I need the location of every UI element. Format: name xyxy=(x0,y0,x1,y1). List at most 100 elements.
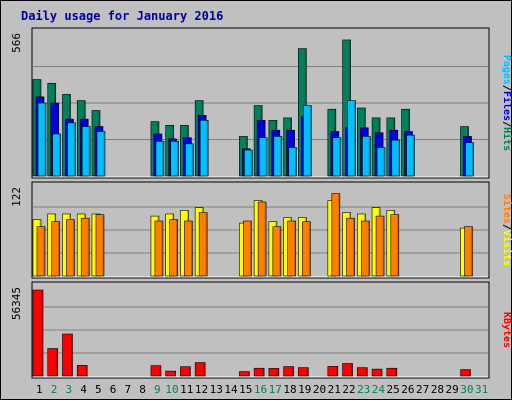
bar-pages-day-23 xyxy=(362,136,371,177)
bar-pages-day-22 xyxy=(347,100,356,177)
bar-shade xyxy=(206,120,208,176)
x-tick-label-3: 3 xyxy=(66,383,73,396)
bar-shade xyxy=(249,221,252,276)
bar-sites-day-11 xyxy=(184,220,193,277)
bar-pages-day-18 xyxy=(288,147,297,177)
bar-shade xyxy=(309,106,312,176)
x-tick-label-14: 14 xyxy=(224,383,238,396)
bar-shade xyxy=(177,141,179,176)
bar-pages-day-4 xyxy=(81,126,91,177)
x-tick-label-26: 26 xyxy=(401,383,414,396)
bar-kbytes-day-3 xyxy=(62,333,73,377)
panel-sites-visits: 122 Sites/Visits xyxy=(10,181,512,279)
bar-shade xyxy=(471,227,473,276)
bar-shade xyxy=(203,363,205,376)
bar-shade xyxy=(277,368,279,376)
bar-shade xyxy=(367,221,370,276)
bar-shade xyxy=(85,365,87,376)
bar-sites-day-15 xyxy=(243,220,252,277)
bar-pages-day-11 xyxy=(185,143,194,177)
bar-pages-day-15 xyxy=(244,149,253,177)
x-tick-label-7: 7 xyxy=(125,383,132,396)
x-tick-label-24: 24 xyxy=(372,383,386,396)
panel-kbytes: 56345 KBytes xyxy=(10,281,512,379)
bar-shade xyxy=(397,215,399,276)
bar-pages-day-25 xyxy=(391,139,401,177)
bar-kbytes-day-2 xyxy=(47,348,59,377)
bar-shade xyxy=(354,101,356,176)
bar-kbytes-day-18 xyxy=(283,366,294,377)
bar-shade xyxy=(306,368,309,376)
x-tick-label-8: 8 xyxy=(139,383,146,396)
bar-pages-day-10 xyxy=(170,141,179,177)
legend: Sites/Visits xyxy=(501,194,512,266)
bar-shade xyxy=(102,215,104,276)
x-tick-label-28: 28 xyxy=(431,383,444,396)
bar-shade xyxy=(294,221,296,276)
bar-shade xyxy=(174,371,176,376)
bar-shade xyxy=(44,103,46,176)
bar-shade xyxy=(292,367,294,376)
bar-sites-day-25 xyxy=(390,214,400,277)
legend: KBytes xyxy=(501,312,512,348)
bar-shade xyxy=(338,194,340,276)
bar-shade xyxy=(159,366,161,376)
bar-kbytes-day-25 xyxy=(386,367,398,377)
legend-: / xyxy=(501,224,512,230)
bar-shade xyxy=(161,221,163,276)
bar-shade xyxy=(264,202,266,276)
bar-pages-day-30 xyxy=(465,142,474,177)
bar-shade xyxy=(188,367,191,376)
bar-sites-day-24 xyxy=(375,215,385,277)
y-max-label: 122 xyxy=(10,187,23,207)
bar-shade xyxy=(176,220,178,276)
bar-shade xyxy=(395,368,397,376)
x-tick-label-11: 11 xyxy=(180,383,193,396)
bar-kbytes-day-1 xyxy=(32,289,44,377)
bar-shade xyxy=(265,138,267,176)
bar-shade xyxy=(88,127,90,176)
bar-sites-day-19 xyxy=(302,221,311,277)
bar-kbytes-day-12 xyxy=(194,362,206,377)
x-tick-label-12: 12 xyxy=(195,383,208,396)
bar-shade xyxy=(58,222,60,276)
x-tick-label-4: 4 xyxy=(80,383,87,396)
bar-sites-day-18 xyxy=(287,220,296,277)
x-tick-label-20: 20 xyxy=(313,383,326,396)
bar-shade xyxy=(70,334,73,376)
bar-sites-day-2 xyxy=(51,221,61,277)
x-tick-label-6: 6 xyxy=(110,383,117,396)
bar-shade xyxy=(368,136,371,176)
bar-shade xyxy=(351,363,353,376)
bar-kbytes-day-30 xyxy=(460,369,471,377)
bar-sites-day-4 xyxy=(80,217,90,277)
legend-pages: Pages xyxy=(501,55,512,85)
bar-shade xyxy=(336,366,338,376)
chart-title: Daily usage for January 2016 xyxy=(21,9,223,23)
bar-sites-day-17 xyxy=(272,226,282,277)
bar-shade xyxy=(247,372,250,376)
legend-hits: Hits xyxy=(501,127,512,151)
x-tick-label-25: 25 xyxy=(387,383,400,396)
legend-sites: Sites xyxy=(501,194,512,224)
bar-pages-day-24 xyxy=(376,147,386,177)
y-max-label: 566 xyxy=(10,33,23,53)
bar-shade xyxy=(59,134,61,176)
legend-visits: Visits xyxy=(501,230,512,266)
bar-kbytes-day-23 xyxy=(357,367,368,377)
bar-shade xyxy=(295,148,297,176)
bar-kbytes-day-11 xyxy=(180,366,191,377)
bar-shade xyxy=(191,144,194,176)
x-tick-label-15: 15 xyxy=(239,383,252,396)
x-tick-label-27: 27 xyxy=(416,383,429,396)
x-tick-label-16: 16 xyxy=(254,383,267,396)
bar-pages-day-16 xyxy=(258,137,268,177)
x-tick-label-23: 23 xyxy=(357,383,370,396)
bar-shade xyxy=(365,368,368,376)
bar-shade xyxy=(162,141,164,176)
bar-shade xyxy=(398,140,400,176)
bar-sites-day-5 xyxy=(95,214,105,277)
bar-shade xyxy=(339,138,341,176)
x-tick-label-10: 10 xyxy=(165,383,178,396)
